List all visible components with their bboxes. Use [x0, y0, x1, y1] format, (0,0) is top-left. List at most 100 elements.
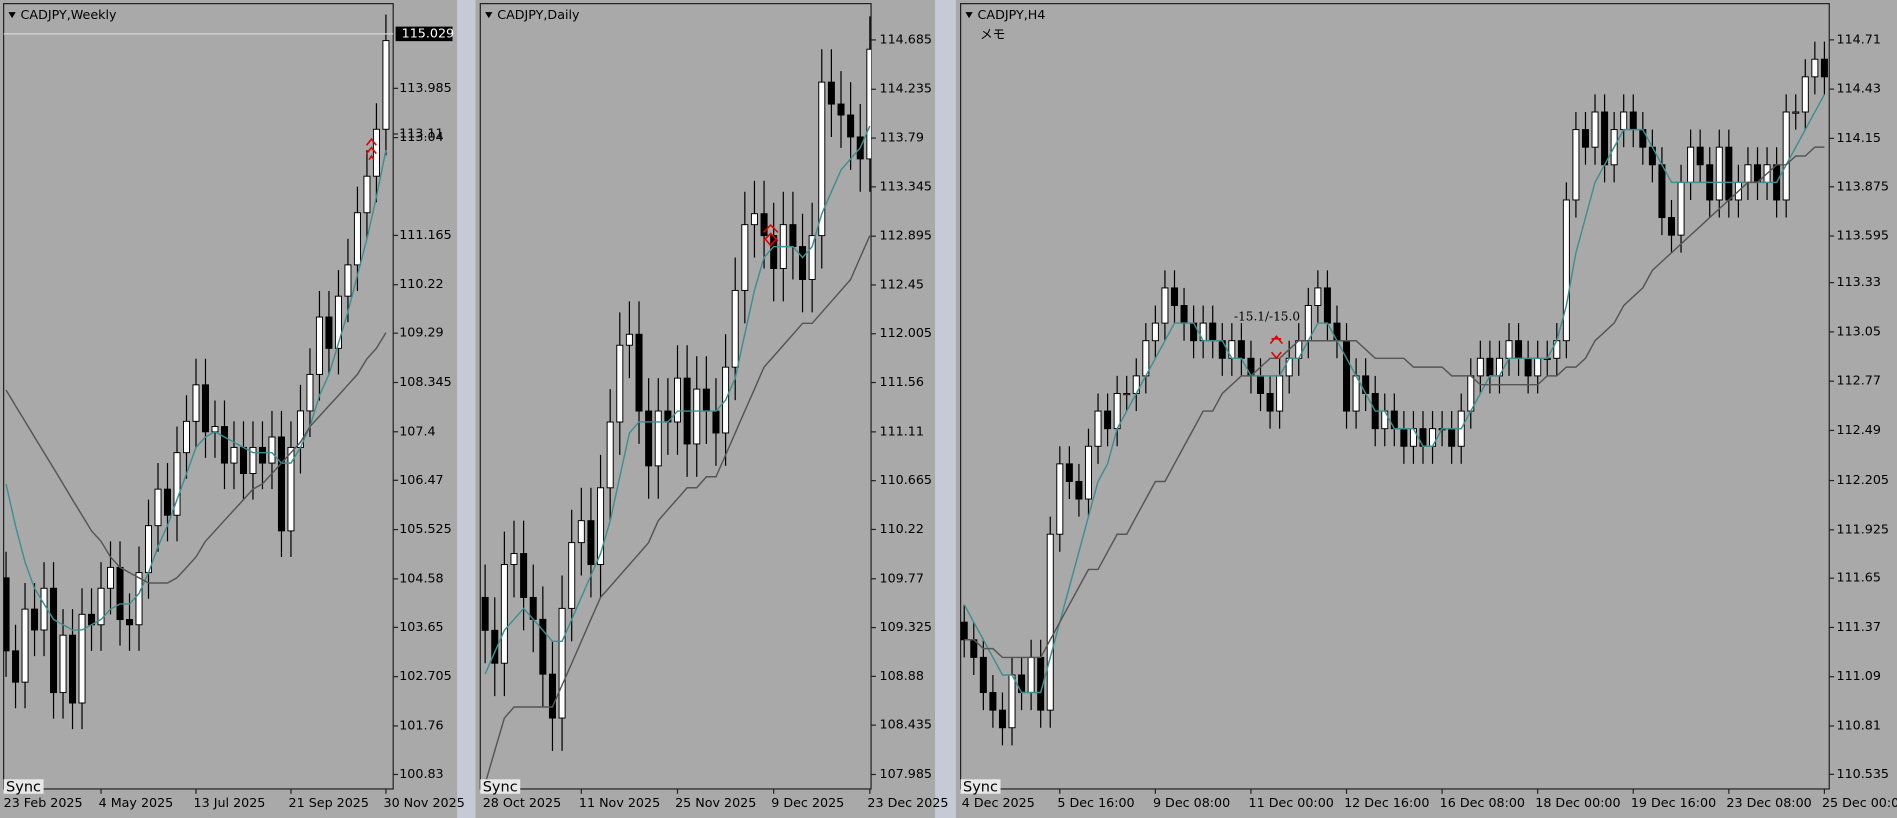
- price-tag-label: 115.029: [402, 25, 454, 40]
- y-tick-label: 112.45: [880, 276, 924, 291]
- y-tick-label: 113.11: [399, 125, 443, 140]
- candle-body: [1084, 445, 1092, 500]
- y-tick-label: 111.37: [1837, 619, 1881, 634]
- candle-body: [382, 40, 390, 130]
- y-tick-label: 111.56: [880, 374, 924, 389]
- candle-body: [201, 384, 209, 433]
- candle-body: [173, 452, 181, 516]
- sync-bg: [960, 779, 1001, 794]
- y-tick-label: 103.65: [399, 619, 443, 634]
- x-tick-label: 9 Dec 2025: [771, 795, 844, 810]
- candle-body: [1581, 129, 1589, 148]
- title-triangle: [965, 12, 973, 19]
- y-tick-label: 111.65: [1837, 570, 1881, 585]
- candle-body: [1811, 58, 1819, 78]
- candle-body: [40, 587, 48, 631]
- candle-body: [539, 618, 547, 675]
- candle-body: [116, 566, 124, 621]
- candle-body: [500, 564, 508, 664]
- candle-body: [287, 446, 295, 532]
- y-tick-label: 102.705: [399, 668, 451, 683]
- candle-body: [1151, 322, 1159, 342]
- candle-body: [568, 542, 576, 609]
- candle-body: [827, 81, 835, 105]
- plot-area: [960, 41, 1828, 746]
- candle-body: [192, 384, 200, 422]
- candle-body: [1620, 111, 1628, 131]
- candle-body: [587, 520, 595, 566]
- title-triangle: [8, 12, 16, 19]
- candle-body: [731, 289, 739, 368]
- candle-body: [1534, 357, 1542, 377]
- candle-body: [1792, 111, 1800, 114]
- price-tag: [395, 26, 453, 42]
- y-tick-label: 114.235: [880, 81, 932, 96]
- y-tick-label: 113.04: [399, 129, 443, 144]
- candle-body: [979, 656, 987, 694]
- candle-body: [154, 488, 162, 527]
- candle-body: [50, 587, 58, 694]
- candle-body: [277, 436, 285, 532]
- x-tick-label: 23 Feb 2025: [4, 795, 83, 810]
- candle-body: [1562, 199, 1570, 342]
- candle-body: [1123, 392, 1131, 396]
- candle-body: [363, 175, 371, 214]
- candle-body: [606, 421, 614, 489]
- y-tick-label: 112.49: [1837, 422, 1881, 437]
- candle-body: [78, 613, 86, 704]
- y-tick-label: 100.83: [399, 766, 443, 781]
- candle-body: [998, 709, 1006, 729]
- candle-body: [1524, 357, 1532, 377]
- y-tick-label: 112.005: [880, 325, 932, 340]
- candle-body: [69, 634, 77, 704]
- candle-body: [1801, 76, 1809, 113]
- y-tick-label: 107.985: [880, 766, 932, 781]
- candle-body: [1715, 146, 1723, 201]
- candle-body: [1667, 217, 1675, 236]
- candle-body: [1572, 129, 1580, 201]
- plot-area: [3, 14, 390, 730]
- y-tick-label: 109.29: [399, 325, 443, 340]
- y-tick-label: 111.165: [399, 227, 451, 242]
- candle-body: [635, 333, 643, 412]
- candle-body: [1008, 674, 1016, 729]
- y-tick-label: 114.685: [880, 31, 932, 46]
- candle-body: [1209, 322, 1217, 342]
- candle-body: [1046, 533, 1054, 711]
- candle-body: [1276, 375, 1284, 412]
- memo-label: メモ: [980, 27, 1005, 42]
- candle-body: [866, 48, 872, 160]
- title-triangle: [485, 12, 493, 19]
- candle-body: [597, 487, 605, 566]
- candle-body: [3, 577, 10, 652]
- y-tick-label: 108.435: [880, 717, 932, 732]
- separator: [935, 0, 956, 818]
- candle-body: [21, 608, 29, 683]
- candle-body: [258, 446, 266, 464]
- candle-body: [577, 520, 585, 544]
- candle-body: [31, 608, 39, 631]
- candle-body: [1591, 111, 1599, 148]
- x-tick-label: 11 Nov 2025: [579, 795, 660, 810]
- candle-body: [334, 295, 342, 349]
- candle-body: [344, 264, 352, 297]
- sync-label: Sync: [483, 780, 518, 796]
- candle-body: [654, 410, 662, 467]
- candle-body: [1266, 392, 1274, 412]
- y-tick-label: 105.525: [399, 521, 451, 536]
- x-tick-label: 25 Nov 2025: [675, 795, 756, 810]
- candle-body: [135, 572, 143, 626]
- candle-body: [481, 596, 489, 631]
- y-tick-label: 112.77: [1837, 373, 1881, 388]
- y-tick-label: 113.875: [1837, 178, 1889, 193]
- candle-body: [847, 114, 855, 138]
- candle-body: [1343, 340, 1351, 412]
- candle-body: [510, 553, 518, 566]
- y-tick-label: 113.345: [880, 178, 932, 193]
- moving-average: [5, 150, 387, 631]
- y-tick-label: 113.985: [399, 80, 451, 95]
- y-tick-label: 113.595: [1837, 228, 1889, 243]
- x-tick-label: 12 Dec 16:00: [1344, 795, 1429, 810]
- candle-body: [230, 446, 238, 464]
